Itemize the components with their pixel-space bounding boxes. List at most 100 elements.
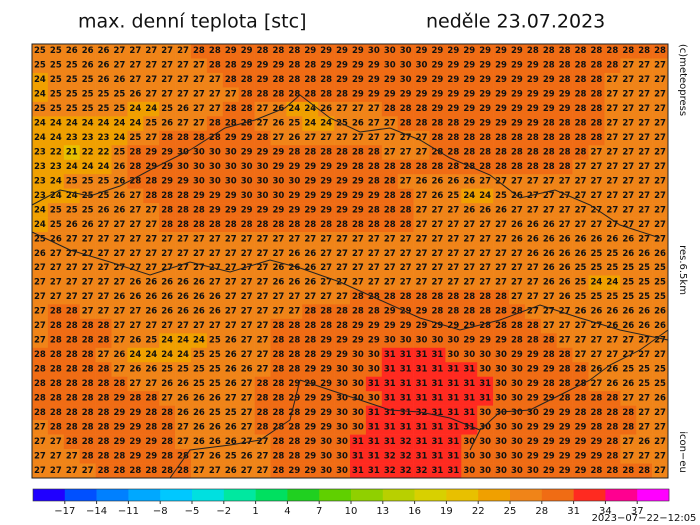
cell-value: 30 bbox=[336, 393, 348, 403]
cell bbox=[286, 318, 303, 334]
cell bbox=[445, 203, 462, 218]
cell-value: 23 bbox=[34, 191, 46, 201]
cell-value: 27 bbox=[654, 336, 666, 346]
cell bbox=[79, 347, 96, 363]
cell-value: 27 bbox=[66, 263, 78, 273]
cell bbox=[572, 449, 589, 464]
cell bbox=[493, 391, 510, 406]
cell-value: 27 bbox=[129, 321, 141, 331]
cell bbox=[365, 333, 383, 349]
cell bbox=[334, 87, 351, 103]
cell-value: 28 bbox=[161, 133, 173, 143]
cell-value: 28 bbox=[98, 451, 110, 461]
cell bbox=[334, 101, 351, 117]
cell bbox=[286, 391, 303, 406]
cell-value: 27 bbox=[177, 234, 189, 244]
cell bbox=[493, 318, 510, 334]
cell-value: 27 bbox=[654, 162, 666, 172]
cell-value: 29 bbox=[320, 191, 332, 201]
cell-value: 27 bbox=[638, 148, 650, 158]
cell-value: 29 bbox=[447, 321, 459, 331]
cell-value: 28 bbox=[50, 321, 62, 331]
cell bbox=[334, 420, 351, 435]
cell-value: 24 bbox=[463, 191, 475, 201]
cell bbox=[191, 391, 208, 406]
cell bbox=[620, 87, 637, 103]
cell bbox=[365, 463, 383, 479]
cell bbox=[254, 174, 271, 189]
cell bbox=[318, 101, 335, 117]
cell bbox=[604, 449, 621, 464]
cell bbox=[254, 304, 271, 320]
cell-value: 27 bbox=[34, 321, 46, 331]
cell bbox=[159, 275, 176, 291]
cell bbox=[429, 101, 446, 117]
cell-value: 27 bbox=[241, 422, 253, 432]
cell bbox=[397, 318, 414, 334]
colorbar-tick-label: 1 bbox=[252, 506, 258, 517]
cell-value: 28 bbox=[463, 307, 475, 317]
cell bbox=[238, 44, 255, 59]
cell-value: 27 bbox=[177, 321, 189, 331]
cell bbox=[445, 391, 462, 406]
cell-value: 28 bbox=[50, 336, 62, 346]
cell-value: 27 bbox=[225, 234, 237, 244]
cell bbox=[397, 405, 414, 421]
cell-value: 29 bbox=[527, 422, 539, 432]
cell-value: 31 bbox=[384, 422, 396, 432]
cell-value: 27 bbox=[161, 234, 173, 244]
cell-value: 27 bbox=[400, 249, 412, 259]
cell bbox=[524, 463, 542, 479]
cell bbox=[397, 376, 414, 392]
cell bbox=[350, 405, 367, 421]
cell-value: 28 bbox=[161, 205, 173, 215]
cell-value: 27 bbox=[416, 263, 428, 273]
cell-value: 27 bbox=[543, 176, 555, 186]
cell bbox=[143, 174, 160, 189]
cell bbox=[604, 391, 621, 406]
cell bbox=[477, 261, 494, 276]
cell bbox=[381, 145, 398, 161]
cell-value: 28 bbox=[209, 133, 221, 143]
cell bbox=[302, 391, 319, 406]
cell bbox=[270, 246, 287, 262]
cell bbox=[206, 376, 224, 392]
cell bbox=[572, 347, 589, 363]
cell bbox=[461, 449, 478, 464]
cell bbox=[604, 304, 621, 320]
cell bbox=[350, 275, 367, 291]
cell-value: 28 bbox=[193, 133, 205, 143]
cell bbox=[572, 391, 589, 406]
cell-value: 28 bbox=[368, 220, 380, 230]
cell bbox=[206, 246, 224, 262]
cell bbox=[572, 58, 589, 74]
cell-value: 28 bbox=[129, 162, 141, 172]
cell bbox=[175, 275, 192, 291]
cell bbox=[270, 116, 287, 132]
cell bbox=[32, 145, 49, 161]
cell bbox=[143, 347, 160, 363]
cell bbox=[620, 58, 637, 74]
cell bbox=[509, 101, 526, 117]
cell bbox=[334, 130, 351, 146]
cell bbox=[509, 275, 526, 291]
cell-value: 28 bbox=[98, 422, 110, 432]
cell bbox=[127, 174, 144, 189]
cell-value: 25 bbox=[225, 451, 237, 461]
cell-value: 32 bbox=[400, 466, 412, 476]
cell-value: 30 bbox=[273, 176, 285, 186]
cell bbox=[350, 463, 367, 479]
cell bbox=[32, 275, 49, 291]
cell-value: 31 bbox=[432, 437, 444, 447]
cell-value: 27 bbox=[320, 292, 332, 302]
cell bbox=[206, 188, 224, 204]
cell bbox=[509, 217, 526, 233]
cell-value: 27 bbox=[384, 263, 396, 273]
cell-value: 29 bbox=[288, 205, 300, 215]
cell bbox=[302, 289, 319, 305]
cell-value: 28 bbox=[591, 408, 603, 418]
cell-value: 29 bbox=[384, 321, 396, 331]
cell-value: 31 bbox=[463, 365, 475, 375]
cell bbox=[509, 58, 526, 74]
cell-value: 26 bbox=[177, 307, 189, 317]
